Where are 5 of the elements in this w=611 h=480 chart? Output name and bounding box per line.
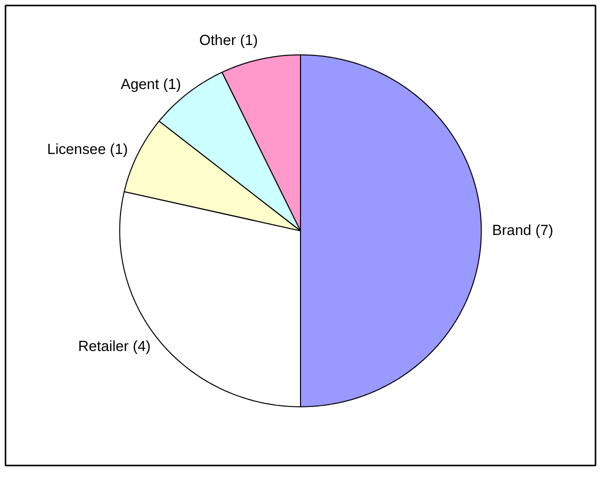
slice-label: Agent (1)	[120, 76, 182, 93]
slice-label: Licensee (1)	[47, 142, 128, 158]
slice-label: Brand (7)	[492, 222, 554, 239]
slice-label: Other (1)	[199, 32, 258, 49]
slice-label: Retailer (4)	[78, 339, 151, 356]
